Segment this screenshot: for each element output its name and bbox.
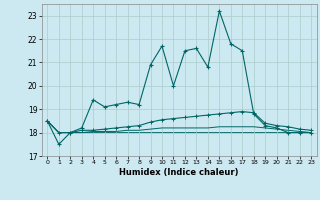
X-axis label: Humidex (Indice chaleur): Humidex (Indice chaleur) bbox=[119, 168, 239, 177]
